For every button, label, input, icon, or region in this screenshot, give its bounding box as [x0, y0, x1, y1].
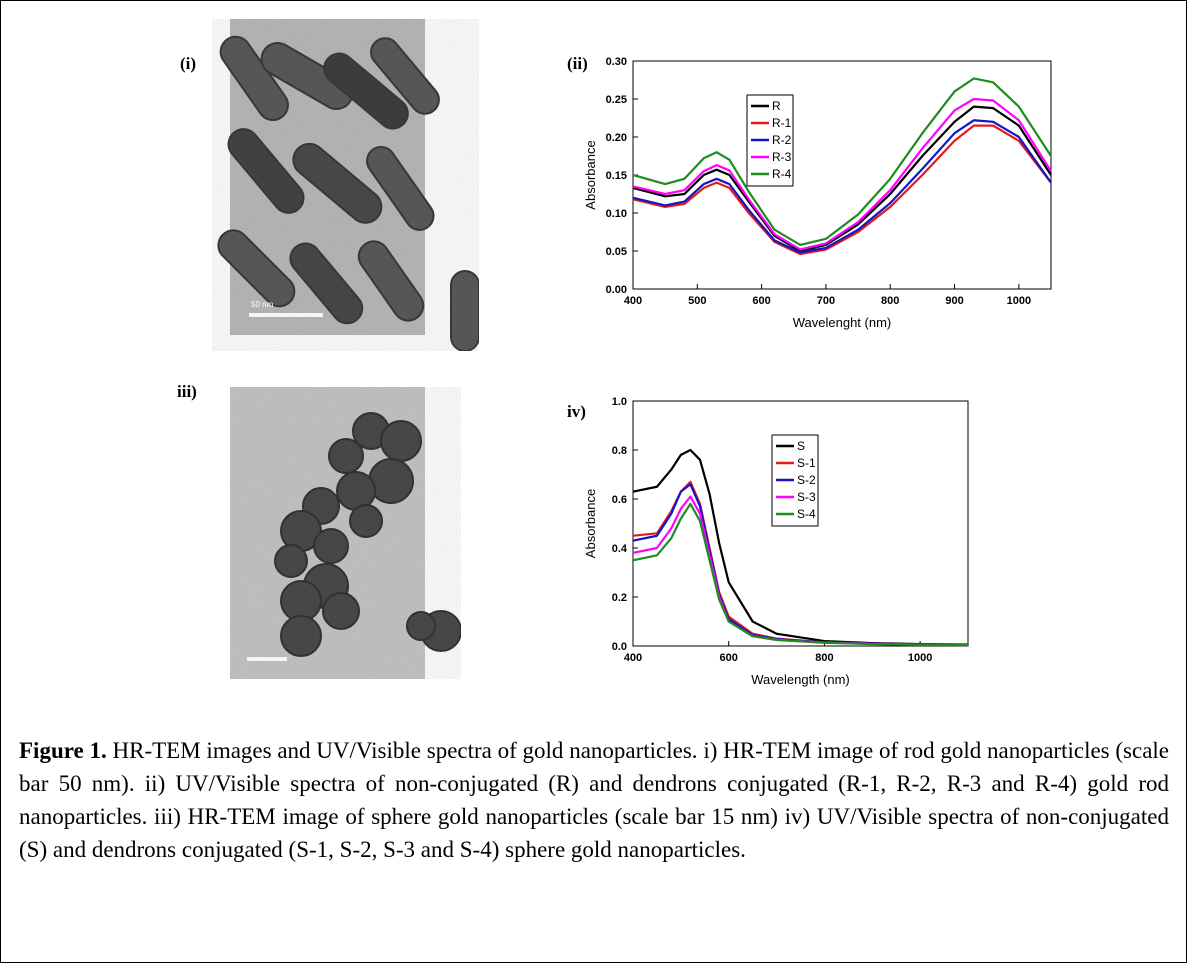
data-line [632, 97, 1052, 251]
legend-label: S-1 [797, 456, 816, 470]
tem-image-rods [217, 19, 480, 352]
panel-label: iii) [177, 382, 197, 401]
tem-image-spheres [230, 387, 462, 679]
y-tick-label: 0.8 [612, 445, 627, 457]
legend-label: S-2 [797, 473, 816, 487]
y-tick-label: 0.05 [606, 246, 627, 258]
x-axis-label: Wavelength (nm) [751, 672, 850, 687]
x-tick-label: 700 [817, 295, 835, 307]
data-line [632, 124, 1052, 256]
x-tick-label: 800 [881, 295, 899, 307]
legend-label: R-4 [772, 167, 792, 181]
legend-label: R-1 [772, 116, 792, 130]
caption-label: Figure 1. [19, 738, 107, 763]
y-tick-label: 0.6 [612, 494, 627, 506]
legend-label: R [772, 99, 781, 113]
data-line [632, 119, 1052, 254]
legend-label: S-4 [797, 507, 816, 521]
scale-bar-label: 50 nm [251, 300, 274, 309]
plot-frame [632, 400, 969, 647]
y-tick-label: 0.10 [606, 208, 627, 220]
figure-caption: Figure 1. HR-TEM images and UV/Visible s… [19, 734, 1169, 866]
x-tick-label: 800 [815, 652, 833, 664]
caption-text: HR-TEM images and UV/Visible spectra of … [19, 738, 1170, 862]
y-axis-label: Absorbance [583, 140, 598, 209]
legend-label: R-2 [772, 133, 792, 147]
y-tick-label: 0.2 [612, 592, 627, 604]
data-line [632, 105, 1052, 253]
y-tick-label: 0.4 [612, 543, 628, 555]
legend-label: S-3 [797, 490, 816, 504]
legend-label: R-3 [772, 150, 792, 164]
legend-label: S [797, 439, 805, 453]
y-axis-label: Absorbance [583, 489, 598, 558]
x-tick-label: 600 [752, 295, 770, 307]
panel-label: (i) [180, 54, 196, 73]
x-tick-label: 500 [688, 295, 706, 307]
data-line [632, 77, 1052, 247]
figure: 50 nm (i) (ii) iii) iv) 0.00 0.05 0.10 0.15… [177, 19, 1052, 687]
panel-label: iv) [567, 402, 586, 421]
y-tick-label: 0.00 [606, 284, 627, 296]
panel-label: (ii) [567, 54, 588, 73]
y-tick-label: 0.25 [606, 94, 627, 106]
y-tick-label: 0.0 [612, 641, 627, 653]
x-tick-label: 600 [720, 652, 738, 664]
y-tick-label: 0.30 [606, 56, 627, 68]
x-tick-label: 1000 [908, 652, 932, 664]
y-tick-label: 0.20 [606, 132, 627, 144]
x-tick-label: 400 [624, 295, 642, 307]
x-tick-label: 400 [624, 652, 642, 664]
y-tick-label: 0.15 [606, 170, 627, 182]
x-tick-label: 1000 [1007, 295, 1031, 307]
data-line [632, 502, 969, 647]
y-tick-label: 1.0 [612, 396, 627, 408]
x-tick-label: 900 [945, 295, 963, 307]
plot-frame [632, 60, 1052, 290]
x-axis-label: Wavelenght (nm) [793, 315, 892, 330]
